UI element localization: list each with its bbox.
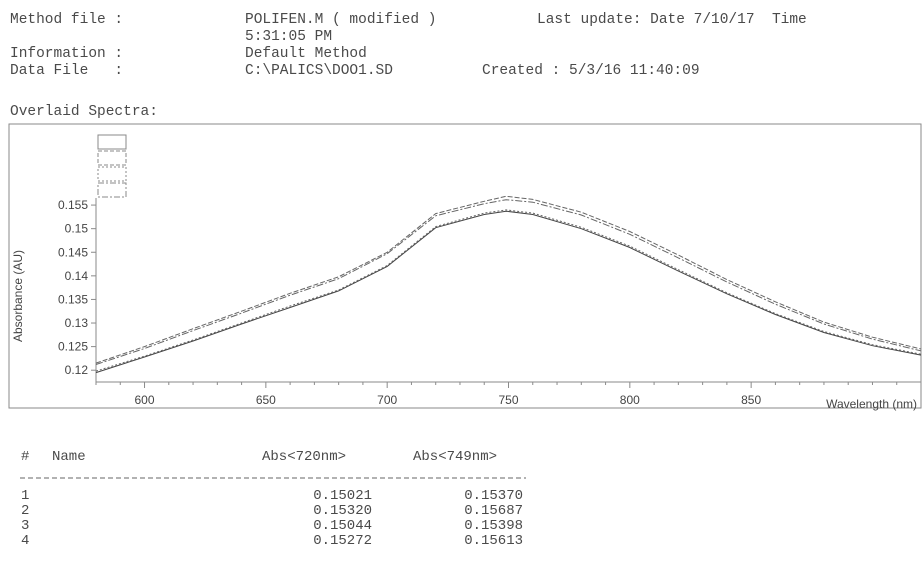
x-tick-label: 750 [498, 393, 518, 407]
row-number: 1 [21, 488, 30, 504]
x-tick-label: 800 [620, 393, 640, 407]
legend-swatch-3 [97, 166, 127, 182]
abs-749-value: 0.15687 [464, 503, 523, 519]
spectrum-line-2 [95, 195, 922, 364]
y-axis-title: Absorbance (AU) [11, 250, 25, 342]
y-tick-label: 0.155 [58, 198, 88, 212]
row-number: 4 [21, 533, 30, 549]
section-title: Overlaid Spectra: [10, 104, 158, 120]
created-text: Created : 5/3/16 11:40:09 [482, 63, 700, 79]
y-tick-label: 0.15 [65, 222, 89, 236]
abs-749-value: 0.15613 [464, 533, 523, 549]
method-file-label: Method file : [10, 12, 124, 28]
overlaid-spectra-chart: 0.12 0.125 0.13 0.135 0.14 0.145 0.15 0.155 600… [8, 123, 922, 411]
abs-749-value: 0.15398 [464, 518, 523, 534]
table-separator [20, 477, 526, 479]
spectrum-line-3 [95, 209, 922, 372]
legend [97, 134, 127, 198]
abs-749-value: 0.15370 [464, 488, 523, 504]
x-tick-label: 600 [135, 393, 155, 407]
last-update-text: Last update: Date 7/10/17 Time [537, 12, 807, 28]
time-value: 5:31:05 PM [245, 29, 333, 45]
row-number: 2 [21, 503, 30, 519]
method-file-value: POLIFEN.M ( modified ) [245, 12, 437, 28]
y-tick-label: 0.135 [58, 292, 88, 306]
abs-720-value: 0.15272 [313, 533, 372, 549]
x-axis-title: Wavelength (nm) [826, 397, 917, 411]
x-tick-label: 700 [377, 393, 397, 407]
col-header-name: Name [52, 449, 86, 465]
abs-720-value: 0.15320 [313, 503, 372, 519]
legend-swatch-4 [97, 182, 127, 198]
y-tick-label: 0.12 [65, 363, 89, 377]
x-tick-label: 850 [741, 393, 761, 407]
x-tick-label: 650 [256, 393, 276, 407]
information-value: Default Method [245, 46, 367, 62]
abs-720-value: 0.15044 [313, 518, 372, 534]
y-tick-label: 0.13 [65, 316, 89, 330]
spectrum-line-4 [95, 199, 922, 365]
abs-720-value: 0.15021 [313, 488, 372, 504]
data-file-value: C:\PALICS\DOO1.SD [245, 63, 393, 79]
col-header-number: # [21, 449, 30, 465]
legend-swatch-2 [97, 150, 127, 166]
y-tick-label: 0.125 [58, 340, 88, 354]
chart-frame [8, 123, 922, 409]
col-header-abs720: Abs<720nm> [262, 449, 347, 465]
spectrum-line-1 [95, 210, 922, 374]
data-file-label: Data File : [10, 63, 124, 79]
legend-swatch-1 [97, 134, 127, 150]
col-header-abs749: Abs<749nm> [413, 449, 498, 465]
information-label: Information : [10, 46, 124, 62]
y-tick-label: 0.14 [65, 269, 89, 283]
y-tick-label: 0.145 [58, 245, 88, 259]
row-number: 3 [21, 518, 30, 534]
